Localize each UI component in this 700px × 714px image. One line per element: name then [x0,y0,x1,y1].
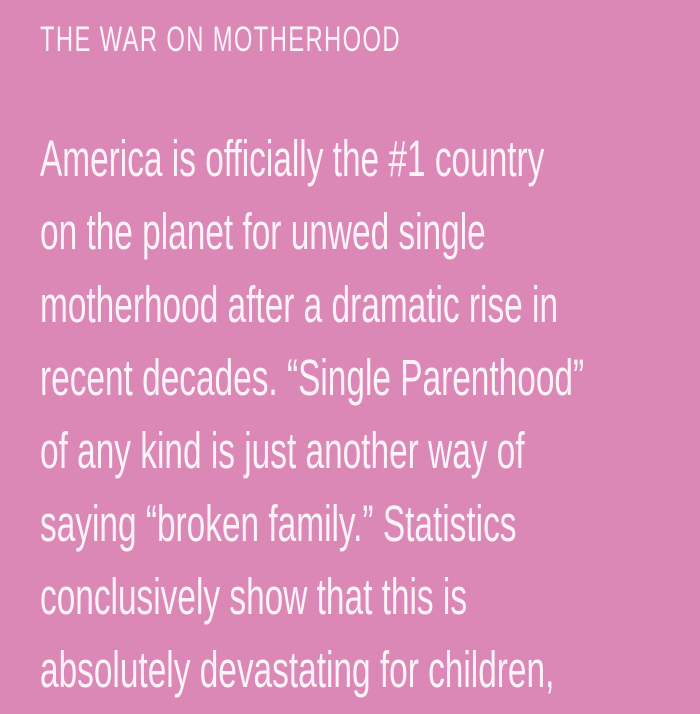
text-line: on the planet for unwed single [40,203,486,260]
text-line: America is officially the #1 country [40,130,545,187]
body-text: America is officially the #1 country on … [40,122,700,706]
text-line: motherhood after a dramatic rise in [40,276,559,333]
text-line: saying “broken family.” Statistics [40,495,517,552]
text-line: of any kind is just another way of [40,422,525,479]
section-title: THE WAR ON MOTHERHOOD [40,20,401,59]
text-line: absolutely devastating for children, [40,641,555,698]
text-line: recent decades. “Single Parenthood” [40,349,585,406]
text-line: conclusively show that this is [40,568,468,625]
